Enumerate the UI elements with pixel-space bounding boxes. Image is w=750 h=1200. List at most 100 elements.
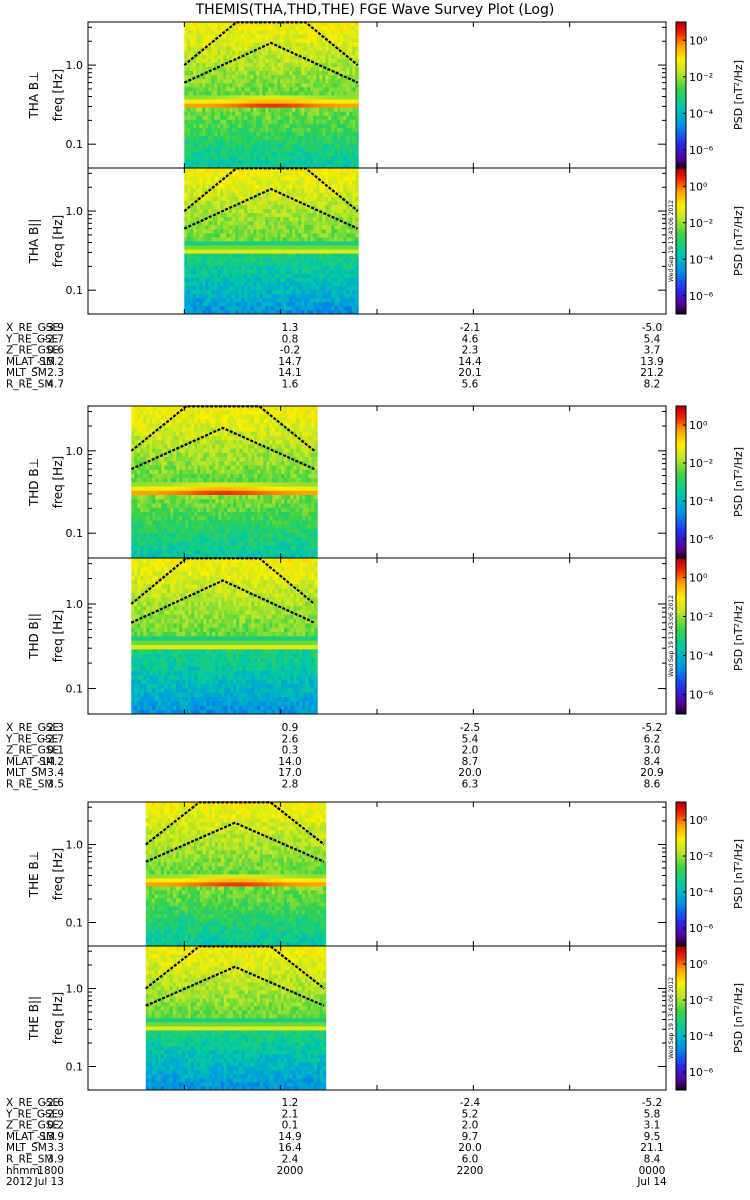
ephemeris-value: 21.2 xyxy=(640,367,663,379)
ephemeris-value: 20.1 xyxy=(458,367,481,379)
colorbar-tick-label: 10⁻⁶ xyxy=(689,1066,714,1079)
ephemeris-value: -2.6 xyxy=(44,1097,65,1109)
colorbar: 10⁰ 10⁻² 10⁻⁴ 10⁻⁶ PSD [nT²/Hz] xyxy=(675,167,745,315)
ephemeris-value: -5.0 xyxy=(642,322,663,334)
y-tick-label: 1.0 xyxy=(66,838,84,851)
ephemeris-label: X_RE_GSE xyxy=(6,322,59,334)
ephemeris-value: 8.6 xyxy=(644,779,661,791)
ephemeris-value: -2.4 xyxy=(460,1097,481,1109)
ephemeris-value: 20.9 xyxy=(640,767,663,779)
heatmap-cells xyxy=(145,802,327,947)
ephemeris-value: 5.4 xyxy=(644,333,661,345)
heatmap-cells xyxy=(131,558,318,715)
heatmap-cells xyxy=(184,168,359,315)
ephemeris-value: 4.7 xyxy=(47,379,64,391)
ephemeris-value: 9.7 xyxy=(462,1131,479,1143)
ephemeris-value: 16.4 xyxy=(278,1142,302,1154)
y-tick-label: 1.0 xyxy=(66,598,84,611)
colorbar-tick-label: 10⁻² xyxy=(689,217,713,230)
ephemeris-value: 5.8 xyxy=(644,1108,661,1120)
time-tick-label: 1800 xyxy=(37,1165,64,1177)
colorbar: 10⁰ 10⁻² 10⁻⁴ 10⁻⁶ PSD [nT²/Hz] xyxy=(675,557,745,715)
colorbar-tick-label: 10⁻² xyxy=(689,611,713,624)
spectrogram-panel-thd-perp: 1.0 0.1 THD B⊥ freq [Hz] 10⁰ 10⁻² 10⁻⁴ 10⁻⁶ PSD … xyxy=(27,405,745,559)
colorbar-label: PSD [nT²/Hz] xyxy=(732,983,745,1053)
y-axis-title: THD B|| xyxy=(27,613,41,660)
ephemeris-value: 3.3 xyxy=(47,1142,64,1154)
ephemeris-value: 3.0 xyxy=(644,745,661,757)
ephemeris-value: 0.8 xyxy=(282,333,299,345)
y-tick-label: 0.1 xyxy=(66,917,84,930)
ephemeris-value: 3.9 xyxy=(47,1154,64,1166)
date-tick-label: Jul 13 xyxy=(34,1176,64,1188)
colorbar-tick-label: 10⁻⁶ xyxy=(689,922,714,935)
spectrogram-panel-thd-par: 1.0 0.1 THD B|| freq [Hz] 10⁰ 10⁻² 10⁻⁴ 10⁻⁶ PSD… xyxy=(27,557,745,715)
colorbar-tick-label: 10⁰ xyxy=(689,572,708,585)
ephemeris-value: -14.2 xyxy=(37,756,64,768)
spectrogram-panel-tha-perp: 1.0 0.1 THA B⊥ freq [Hz] 10⁰ 10⁻² 10⁻⁴ 10⁻⁶ PSD … xyxy=(27,21,745,169)
ephemeris-value: 9.5 xyxy=(644,1131,661,1143)
spectrogram-panel-tha-par: 1.0 0.1 THA B|| freq [Hz] 10⁰ 10⁻² 10⁻⁴ 10⁻⁶ PSD… xyxy=(27,167,745,315)
spectrogram-panel-the-par: 1.0 0.1 THE B|| freq [Hz] 10⁰ 10⁻² 10⁻⁴ 10⁻⁶ PSD… xyxy=(27,945,745,1091)
y-tick-label: 1.0 xyxy=(66,445,84,458)
y-axis-label: freq [Hz] xyxy=(51,992,65,1044)
plot-frame xyxy=(87,167,667,315)
colorbar-tick-label: 10⁻⁶ xyxy=(689,689,714,702)
plot-frame xyxy=(87,21,667,169)
ephemeris-value: 0.9 xyxy=(282,722,299,734)
colorbar-tick-label: 10⁰ xyxy=(689,958,708,971)
gyrofrequency-curves xyxy=(183,21,359,84)
ephemeris-label: R_RE_SM xyxy=(6,379,53,391)
ephemeris-label: MLT_SM xyxy=(6,367,47,379)
ephemeris-value: 8.7 xyxy=(462,756,479,768)
ephemeris-value: 2.0 xyxy=(462,1120,479,1132)
ephemeris-value: 8.4 xyxy=(644,1154,661,1166)
ephemeris-value: 3.4 xyxy=(47,767,64,779)
ephemeris-label: MLT_SM xyxy=(6,1142,47,1154)
colorbar-tick-label: 10⁻² xyxy=(689,71,713,84)
y-axis-title: THA B|| xyxy=(27,219,41,265)
gyrofrequency-curves xyxy=(183,167,359,230)
ephemeris-value: 4.6 xyxy=(462,333,479,345)
ephemeris-value: 20.0 xyxy=(458,767,481,779)
ephemeris-value: 17.0 xyxy=(278,767,301,779)
colorbar-tick-label: 10⁻⁴ xyxy=(689,495,714,508)
ephemeris-label: MLAT_SM xyxy=(6,1131,55,1143)
time-tick-label: 2000 xyxy=(277,1165,304,1177)
ephemeris-value: 2.1 xyxy=(282,1108,299,1120)
date-row-label: 2012 xyxy=(6,1176,33,1188)
y-axis-label: freq [Hz] xyxy=(51,456,65,508)
ephemeris-value: 14.9 xyxy=(278,1131,301,1143)
colorbar-tick-label: 10⁻⁴ xyxy=(689,650,714,663)
colorbar-tick-label: 10⁻⁶ xyxy=(689,144,714,157)
colorbar-tick-label: 10⁰ xyxy=(689,34,708,47)
colorbar: 10⁰ 10⁻² 10⁻⁴ 10⁻⁶ PSD [nT²/Hz] xyxy=(675,21,745,169)
ephemeris-value: 1.2 xyxy=(282,1097,299,1109)
ephemeris-value: 0.2 xyxy=(47,1120,64,1132)
y-tick-label: 0.1 xyxy=(66,683,84,696)
ephemeris-label: MLAT_SM xyxy=(6,756,55,768)
ephemeris-value: -2.3 xyxy=(44,722,65,734)
y-tick-label: 0.1 xyxy=(66,138,84,151)
colorbar-tick-label: 10⁻⁶ xyxy=(689,290,714,303)
ephemeris-label: R_RE_SM xyxy=(6,1154,53,1166)
ephemeris-table-tha: X_RE_GSE-3.9 1.3 -2.1 -5.0 Y_RE_GSE-2.7 0.8 4.… xyxy=(5,322,664,391)
y-tick-label: 1.0 xyxy=(66,59,84,72)
ephemeris-value: 3.7 xyxy=(644,345,661,357)
heatmap-cells xyxy=(131,406,318,559)
ephemeris-value: 2.4 xyxy=(282,1154,299,1166)
colorbar-label: PSD [nT²/Hz] xyxy=(732,60,745,130)
colorbar-label: PSD [nT²/Hz] xyxy=(732,206,745,276)
ephemeris-value: 2.3 xyxy=(47,367,64,379)
ephemeris-value: 2.3 xyxy=(462,345,479,357)
ephemeris-value: 2.0 xyxy=(462,745,479,757)
ephemeris-value: -5.2 xyxy=(642,722,663,734)
ephemeris-label: Z_RE_GSE xyxy=(6,745,59,757)
gyrofrequency-curves xyxy=(130,405,316,471)
ephemeris-value: 2.8 xyxy=(282,779,299,791)
ephemeris-value: 20.0 xyxy=(458,1142,481,1154)
colorbar: 10⁰ 10⁻² 10⁻⁴ 10⁻⁶ PSD [nT²/Hz] xyxy=(675,405,745,559)
ephemeris-value: 5.2 xyxy=(462,1108,479,1120)
